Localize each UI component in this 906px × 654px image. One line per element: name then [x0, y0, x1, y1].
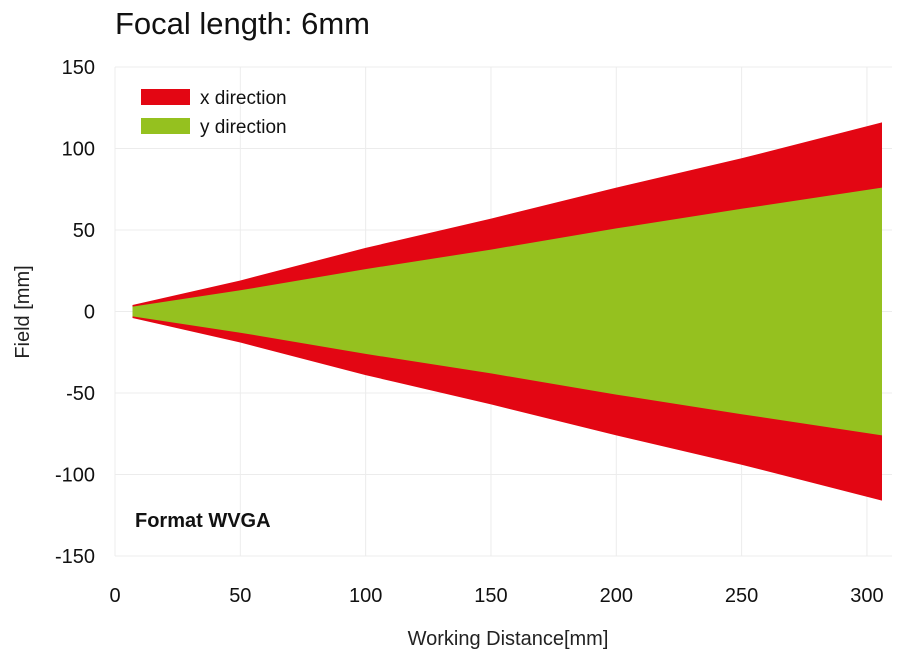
- area-y-direction: [132, 187, 882, 436]
- y-axis-label: Field [mm]: [12, 265, 34, 358]
- x-tick-label: 100: [349, 585, 382, 607]
- y-tick-label: -150: [55, 546, 95, 568]
- x-tick-label: 250: [725, 585, 758, 607]
- legend-label-x-direction: x direction: [200, 88, 287, 109]
- y-tick-label: 50: [73, 220, 95, 242]
- series-areas: [132, 122, 882, 501]
- legend-swatch-y-direction: [141, 118, 190, 134]
- x-axis-label: Working Distance[mm]: [408, 628, 609, 650]
- x-tick-label: 0: [109, 585, 120, 607]
- x-tick-label: 300: [850, 585, 883, 607]
- x-tick-label: 50: [229, 585, 251, 607]
- chart-title: Focal length: 6mm: [115, 6, 370, 41]
- legend-label-y-direction: y direction: [200, 117, 287, 138]
- y-tick-label: -100: [55, 465, 95, 487]
- x-tick-label: 150: [474, 585, 507, 607]
- legend: x direction y direction: [141, 88, 287, 138]
- y-tick-label: 0: [84, 302, 95, 324]
- y-tick-label: -50: [66, 383, 95, 405]
- y-tick-label: 100: [62, 139, 95, 161]
- x-tick-label: 200: [600, 585, 633, 607]
- y-axis-ticks: 150 100 50 0 -50 -100 -150: [55, 57, 95, 568]
- y-tick-label: 150: [62, 57, 95, 79]
- x-axis-ticks: 0 50 100 150 200 250 300: [109, 585, 883, 607]
- legend-swatch-x-direction: [141, 89, 190, 105]
- format-annotation: Format WVGA: [135, 510, 271, 532]
